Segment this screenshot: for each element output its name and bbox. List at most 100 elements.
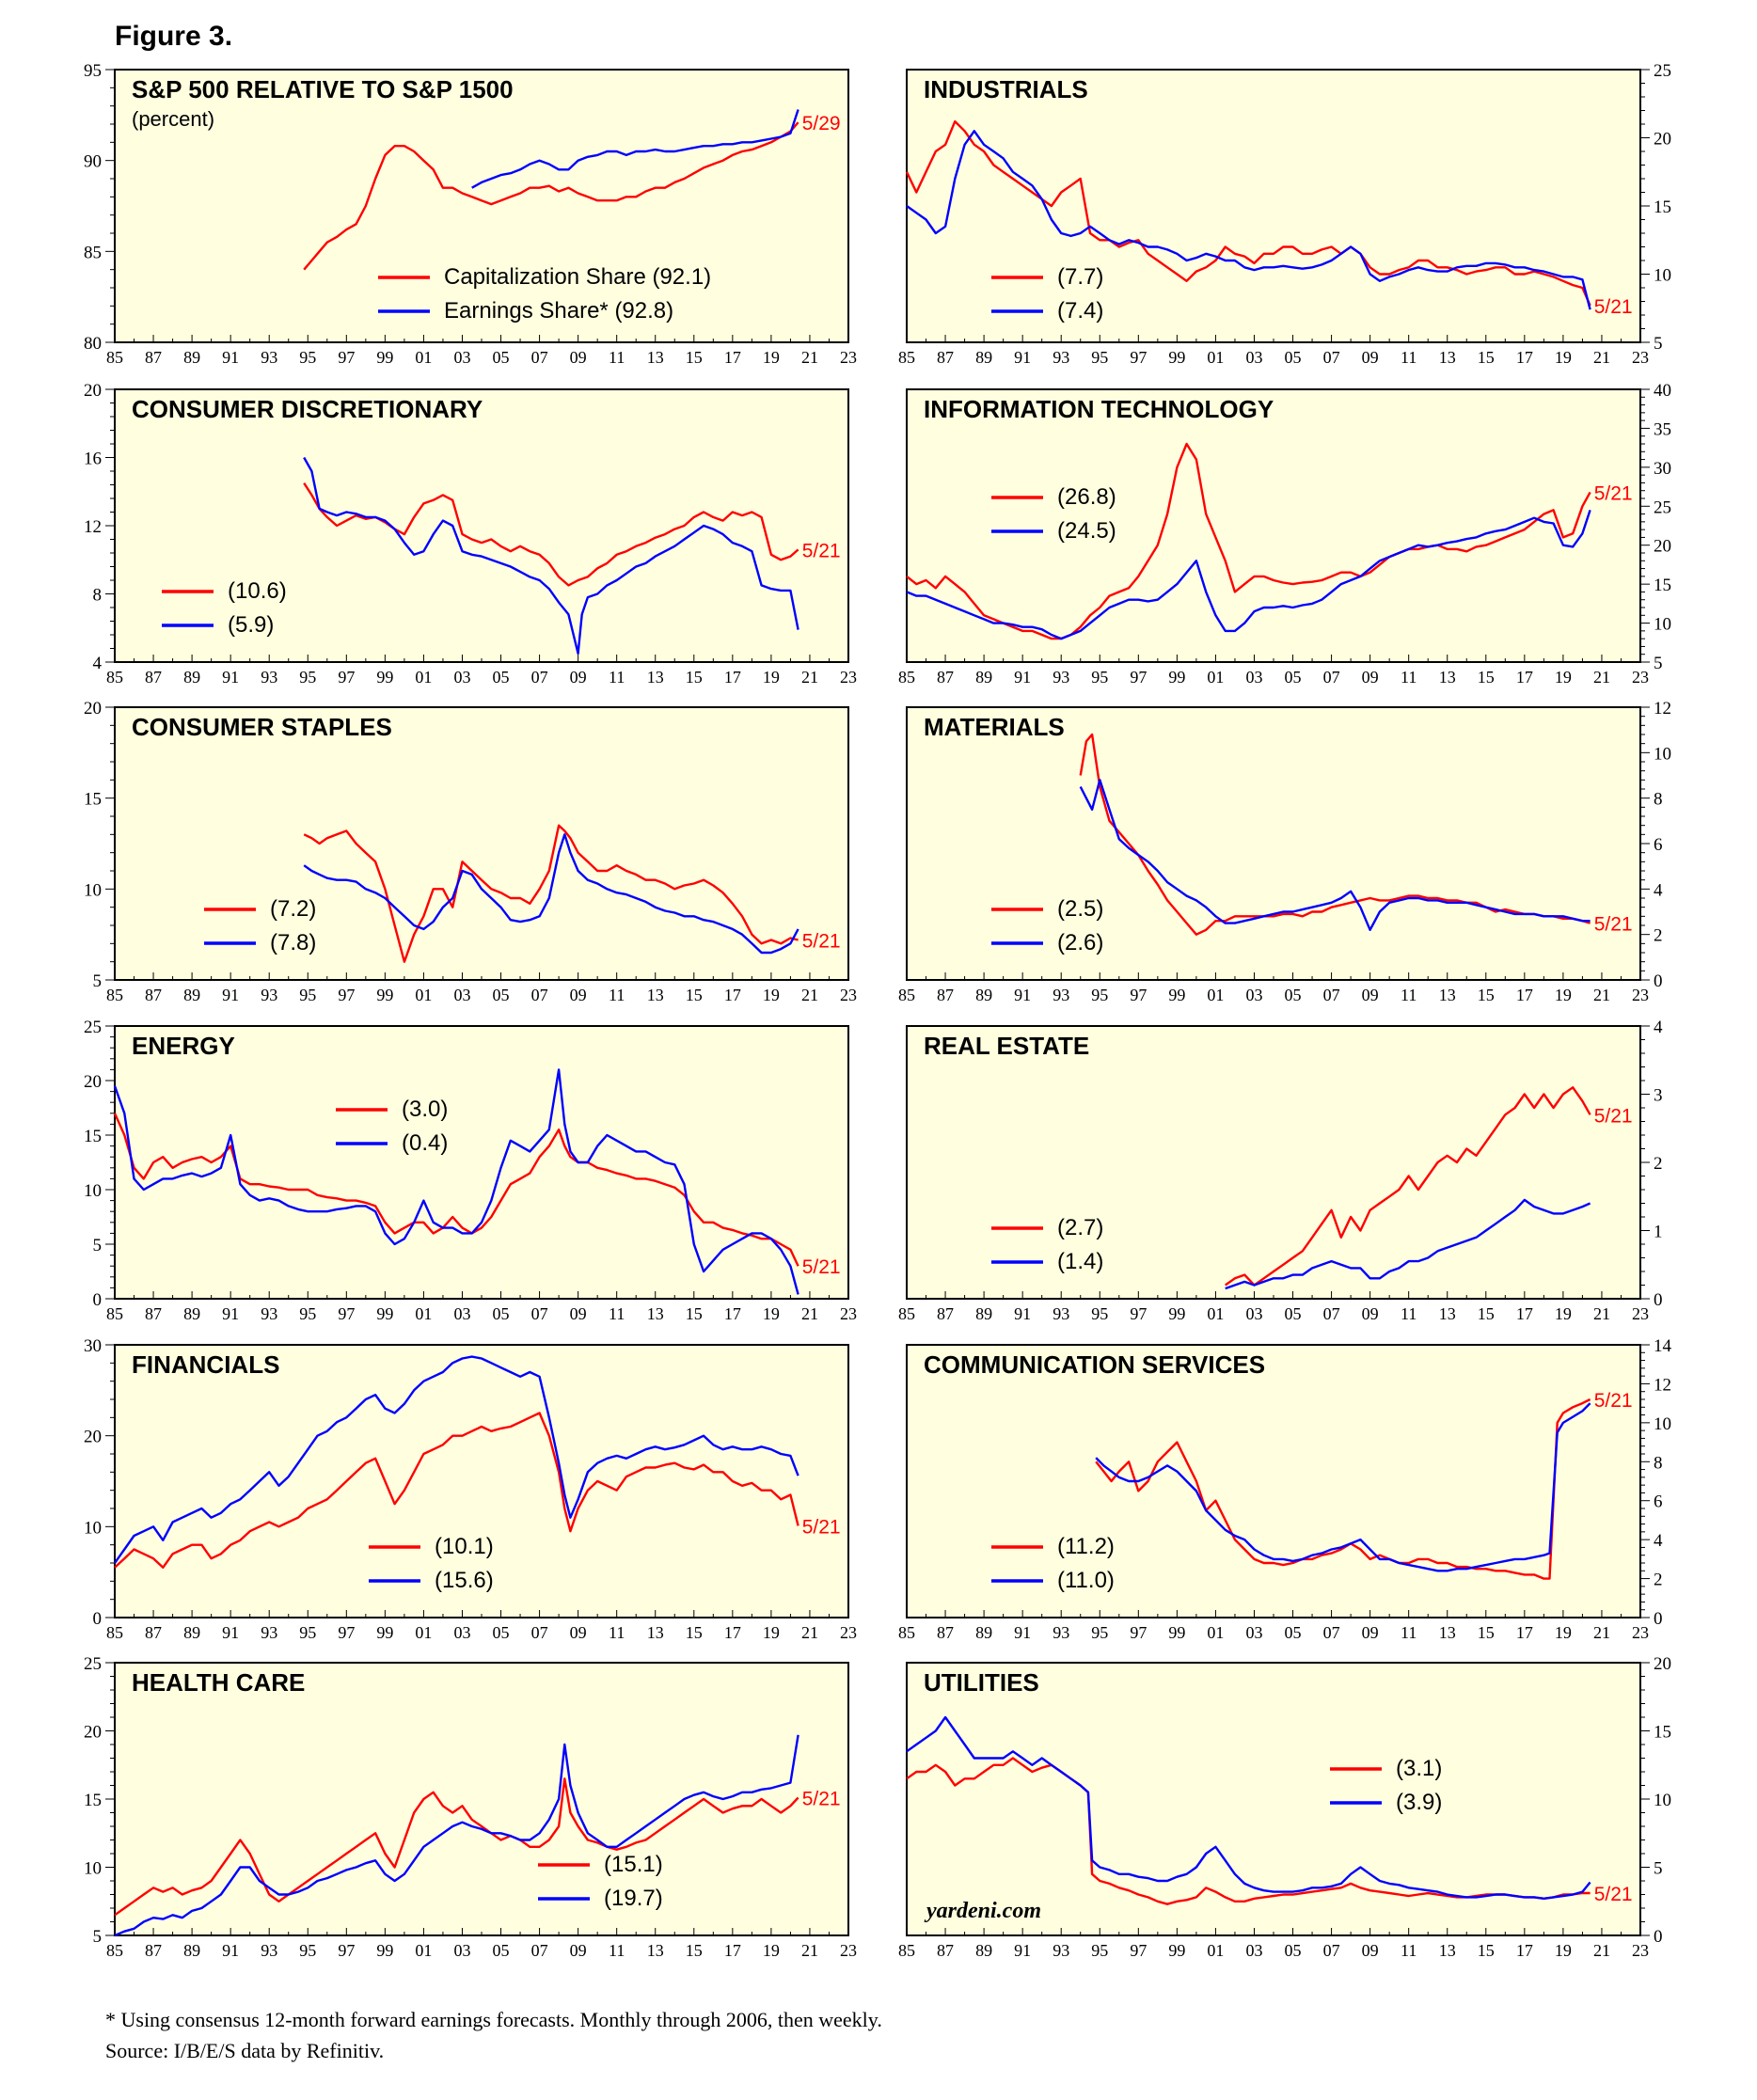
- y-tick-label: 20: [1654, 537, 1671, 557]
- x-tick-label: 07: [531, 348, 548, 367]
- x-tick-label: 87: [937, 1304, 954, 1323]
- x-tick-label: 01: [1207, 986, 1224, 1004]
- series-line: [1079, 779, 1591, 931]
- panel-background: [906, 706, 1641, 981]
- y-tick-label: 6: [1654, 1492, 1663, 1512]
- footnote: * Using consensus 12-month forward earni…: [105, 2008, 882, 2031]
- chart-panel: 85 87 89 91 93 95 97 99 01 03 05 07 09 11 13 15 17 19 21 23…: [898, 381, 1671, 687]
- x-tick-label: 05: [1285, 668, 1302, 687]
- y-tick-label: 1: [1654, 1223, 1663, 1242]
- x-tick-label: 87: [937, 668, 954, 687]
- panel-background: [114, 1662, 849, 1936]
- x-tick-label: 85: [106, 348, 123, 367]
- x-tick-label: 03: [1245, 348, 1262, 367]
- x-tick-label: 97: [1130, 1304, 1147, 1323]
- x-tick-label: 19: [1555, 986, 1572, 1004]
- x-tick-label: 01: [415, 1623, 432, 1642]
- x-tick-label: 13: [647, 986, 664, 1004]
- x-tick-label: 03: [453, 348, 470, 367]
- y-tick-label: 0: [1654, 1609, 1663, 1629]
- x-tick-label: 21: [1593, 668, 1610, 687]
- y-tick-label: 20: [84, 1723, 102, 1743]
- x-tick-label: 23: [1632, 1623, 1649, 1642]
- x-tick-label: 07: [531, 1623, 548, 1642]
- x-tick-label: 07: [1323, 986, 1340, 1004]
- y-tick-label: 10: [1654, 266, 1671, 286]
- x-tick-label: 95: [1091, 1623, 1108, 1642]
- chart-panel: 85 87 89 91 93 95 97 99 01 03 05 07 09 11 13 15 17 19 21 23…: [898, 1336, 1672, 1642]
- y-tick-label: 20: [84, 699, 102, 718]
- x-tick-label: 23: [840, 348, 857, 367]
- x-tick-label: 93: [261, 1941, 277, 1960]
- x-tick-label: 23: [840, 668, 857, 687]
- panel-background: [114, 1025, 849, 1300]
- x-tick-label: 91: [222, 1941, 239, 1960]
- x-tick-label: 17: [724, 986, 741, 1004]
- x-tick-label: 87: [937, 1941, 954, 1960]
- series-line: [303, 824, 799, 963]
- chart-title: INDUSTRIALS: [924, 75, 1088, 103]
- x-tick-label: 11: [1401, 1304, 1417, 1323]
- chart-panel: 85 87 89 91 93 95 97 99 01 03 05 07 09 11 13 15 17 19 21 23…: [898, 1654, 1671, 1960]
- x-tick-label: 17: [1516, 668, 1533, 687]
- legend-label: (2.6): [1057, 930, 1103, 955]
- x-tick-label: 19: [1555, 348, 1572, 367]
- x-tick-label: 19: [1555, 1941, 1572, 1960]
- x-tick-label: 07: [531, 1304, 548, 1323]
- legend-label: (15.1): [604, 1852, 663, 1877]
- legend-label: (10.1): [435, 1534, 494, 1559]
- x-tick-label: 21: [801, 668, 818, 687]
- x-tick-label: 13: [647, 668, 664, 687]
- x-tick-label: 19: [763, 1623, 780, 1642]
- y-tick-label: 15: [84, 1127, 102, 1146]
- x-tick-label: 05: [493, 1623, 510, 1642]
- watermark: yardeni.com: [924, 1899, 1041, 1923]
- y-tick-label: 15: [1654, 1723, 1671, 1743]
- x-tick-label: 17: [724, 1304, 741, 1323]
- x-tick-label: 05: [1285, 348, 1302, 367]
- x-tick-label: 19: [1555, 668, 1572, 687]
- panel-background: [906, 1025, 1641, 1300]
- x-tick-label: 01: [1207, 1941, 1224, 1960]
- x-tick-label: 01: [1207, 1304, 1224, 1323]
- x-tick-label: 03: [453, 1623, 470, 1642]
- x-tick-label: 99: [376, 1304, 393, 1323]
- chart-panel: 85 87 89 91 93 95 97 99 01 03 05 07 09 11 13 15 17 19 21 23…: [84, 699, 857, 1004]
- date-label: 5/21: [1594, 482, 1633, 504]
- x-tick-label: 91: [1014, 348, 1031, 367]
- x-tick-label: 19: [1555, 1304, 1572, 1323]
- legend-label: (7.2): [270, 896, 316, 922]
- y-tick-label: 3: [1654, 1086, 1663, 1106]
- y-tick-label: 15: [84, 1791, 102, 1810]
- x-tick-label: 97: [338, 1304, 355, 1323]
- x-tick-label: 99: [1168, 348, 1185, 367]
- x-tick-label: 85: [898, 668, 915, 687]
- series-line: [1079, 733, 1591, 936]
- x-tick-label: 99: [1168, 1623, 1185, 1642]
- x-tick-label: 11: [1401, 1941, 1417, 1960]
- x-tick-label: 21: [1593, 1304, 1610, 1323]
- x-tick-label: 01: [415, 348, 432, 367]
- date-label: 5/21: [1594, 1884, 1633, 1905]
- series-line: [906, 1715, 1591, 1901]
- x-tick-label: 95: [1091, 668, 1108, 687]
- x-tick-label: 07: [1323, 348, 1340, 367]
- x-tick-label: 93: [1053, 1941, 1069, 1960]
- x-tick-label: 21: [801, 986, 818, 1004]
- series-line: [1225, 1086, 1591, 1287]
- chart-title: CONSUMER STAPLES: [132, 713, 392, 741]
- x-tick-label: 03: [453, 1304, 470, 1323]
- x-tick-label: 95: [299, 1623, 316, 1642]
- chart-title: S&P 500 RELATIVE TO S&P 1500: [132, 75, 514, 103]
- x-tick-label: 15: [1478, 348, 1495, 367]
- y-tick-label: 12: [1654, 699, 1671, 718]
- x-tick-label: 99: [1168, 1304, 1185, 1323]
- x-tick-label: 89: [183, 1304, 200, 1323]
- chart-title: UTILITIES: [924, 1668, 1039, 1697]
- y-tick-label: 2: [1654, 1154, 1663, 1174]
- chart-title: INFORMATION TECHNOLOGY: [924, 395, 1274, 423]
- source-note: Source: I/B/E/S data by Refinitiv.: [105, 2039, 385, 2062]
- panel-background: [906, 69, 1641, 343]
- x-tick-label: 89: [183, 668, 200, 687]
- x-tick-label: 93: [1053, 348, 1069, 367]
